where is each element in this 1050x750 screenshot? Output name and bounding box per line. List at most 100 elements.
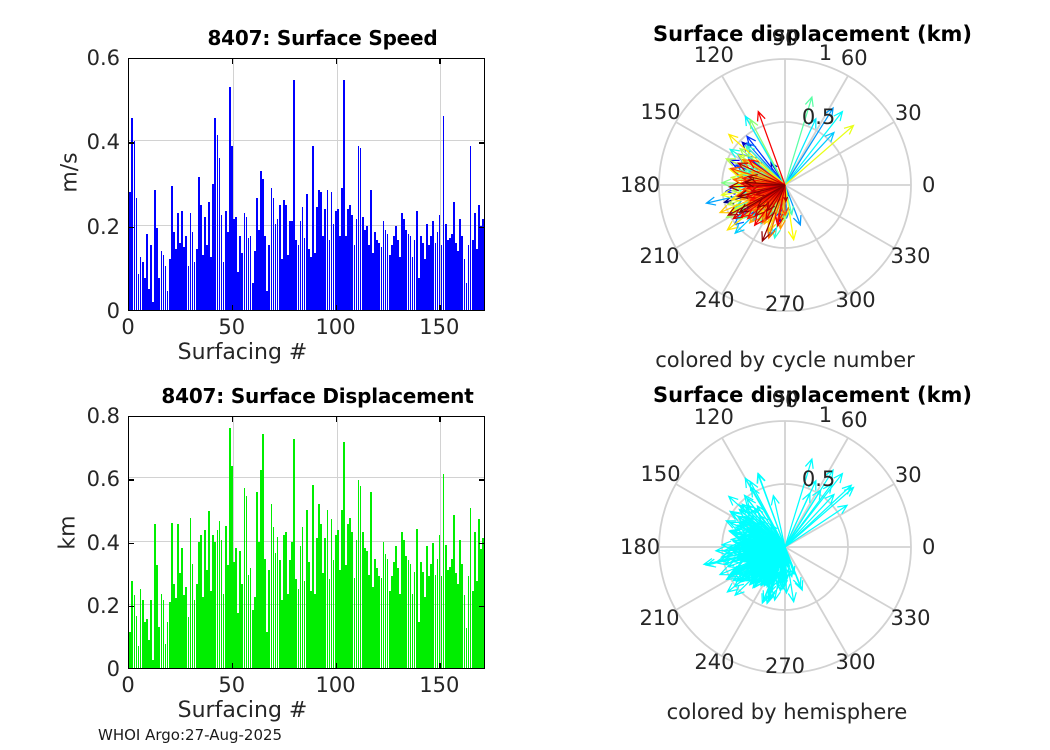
bar xyxy=(208,511,210,668)
bar xyxy=(177,213,179,310)
bar xyxy=(330,519,333,668)
bar xyxy=(305,194,308,310)
bar xyxy=(253,596,256,668)
x-tick-label: 0 xyxy=(121,673,135,697)
bar xyxy=(473,213,476,310)
bar xyxy=(463,259,466,310)
bar xyxy=(388,255,391,310)
gridline-vertical xyxy=(336,59,338,310)
x-tick-mark xyxy=(231,416,234,422)
bar xyxy=(278,204,281,310)
bar xyxy=(193,261,196,310)
y-tick-mark xyxy=(128,479,134,481)
bar xyxy=(469,508,472,668)
bar xyxy=(202,596,204,668)
bar xyxy=(484,568,485,668)
bar xyxy=(334,210,337,310)
bar xyxy=(386,234,389,310)
x-tick-label: 150 xyxy=(419,315,460,339)
surface-speed-panel: 8407: Surface Speed m/s Surfacing # 0 0.2… xyxy=(0,0,525,375)
y-tick-label: 0.6 xyxy=(86,46,120,70)
x-tick-mark xyxy=(231,305,234,311)
bar xyxy=(148,639,150,668)
bar xyxy=(222,593,225,668)
bar xyxy=(355,219,358,310)
bar xyxy=(195,584,198,668)
bar xyxy=(476,581,478,668)
bar xyxy=(382,541,385,668)
bar xyxy=(312,484,314,668)
bar xyxy=(170,522,173,668)
y-tick-label: 0.4 xyxy=(86,130,120,155)
polar-rays xyxy=(702,457,855,605)
bar xyxy=(326,509,329,668)
bar xyxy=(351,532,354,668)
bar xyxy=(301,206,304,310)
polar-grid xyxy=(658,58,912,312)
x-tick-mark xyxy=(231,663,234,669)
bar xyxy=(191,563,194,668)
bar xyxy=(343,441,345,668)
bar xyxy=(160,593,163,668)
bar xyxy=(459,539,462,668)
bar xyxy=(353,244,356,310)
bar xyxy=(204,530,206,668)
bar xyxy=(438,215,441,310)
gridline-vertical xyxy=(440,417,442,668)
polar-radial-label: 0.5 xyxy=(801,104,836,129)
bar xyxy=(309,257,312,310)
bar xyxy=(465,282,468,310)
bar xyxy=(133,141,136,310)
bar xyxy=(276,536,279,668)
surface-displacement-axes xyxy=(128,416,485,669)
bar xyxy=(411,593,414,668)
bar xyxy=(133,595,136,668)
bar xyxy=(206,244,208,310)
bar xyxy=(467,244,470,310)
gridline-horizontal xyxy=(129,140,484,142)
bar xyxy=(226,565,229,668)
bar xyxy=(467,576,470,668)
bar xyxy=(299,546,302,668)
bar xyxy=(392,236,395,310)
bar xyxy=(384,229,387,310)
bar xyxy=(432,221,435,310)
polar-angle-label: 30 xyxy=(894,100,922,125)
bar xyxy=(229,86,231,310)
y-tick-label: 0.4 xyxy=(86,530,120,555)
x-tick-label: 50 xyxy=(218,315,246,339)
bar xyxy=(478,204,480,310)
bar xyxy=(216,135,219,310)
bar xyxy=(359,486,362,668)
bar xyxy=(291,221,293,310)
bar xyxy=(301,527,304,668)
bar xyxy=(372,587,374,668)
bar xyxy=(299,221,302,310)
bar xyxy=(376,240,379,310)
bar xyxy=(440,576,443,668)
bar xyxy=(407,560,410,668)
bar xyxy=(274,552,277,668)
bar xyxy=(237,272,239,310)
bar xyxy=(401,532,403,668)
bar xyxy=(164,644,167,668)
polar-angle-label: 270 xyxy=(764,654,806,679)
bar xyxy=(262,179,264,310)
bar xyxy=(415,528,418,668)
bar xyxy=(274,223,277,310)
bar xyxy=(172,232,175,310)
bar xyxy=(139,588,142,668)
polar-angle-label: 300 xyxy=(835,649,876,674)
x-tick-label: 100 xyxy=(315,315,356,339)
bar xyxy=(191,232,194,310)
bar xyxy=(376,568,379,668)
bar xyxy=(272,527,275,668)
bar xyxy=(455,242,457,310)
bar xyxy=(289,560,291,668)
bar xyxy=(168,601,171,668)
bar xyxy=(168,259,171,310)
x-tick-label: 100 xyxy=(315,673,356,697)
bar xyxy=(409,563,412,668)
surface-speed-axes xyxy=(128,58,485,311)
bar xyxy=(245,495,248,668)
